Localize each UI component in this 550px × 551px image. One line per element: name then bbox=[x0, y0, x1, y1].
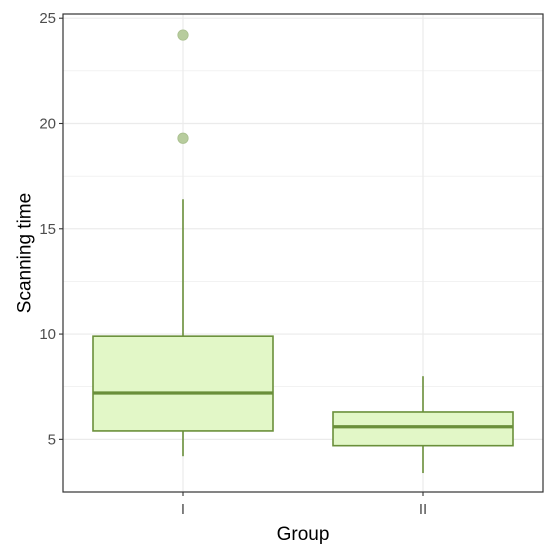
iqr-box bbox=[332, 411, 514, 447]
y-tick-label: 25 bbox=[39, 10, 56, 27]
outlier-point bbox=[177, 29, 189, 41]
panel-border bbox=[62, 13, 544, 493]
iqr-box bbox=[92, 335, 274, 432]
grid-lines bbox=[63, 14, 543, 493]
y-tick-label: 20 bbox=[39, 115, 56, 132]
outlier-point bbox=[177, 132, 189, 144]
x-axis-title: Group bbox=[277, 524, 330, 545]
y-tick-label: 15 bbox=[39, 221, 56, 238]
y-tick-label: 10 bbox=[39, 326, 56, 343]
x-tick-label: I bbox=[181, 501, 185, 518]
y-tick-label: 5 bbox=[48, 431, 56, 448]
x-tick-label: II bbox=[419, 501, 427, 518]
boxplot-series bbox=[92, 29, 514, 474]
box-group-I bbox=[92, 29, 274, 457]
box-group-II bbox=[332, 376, 514, 474]
y-axis-title: Scanning time bbox=[15, 193, 36, 313]
